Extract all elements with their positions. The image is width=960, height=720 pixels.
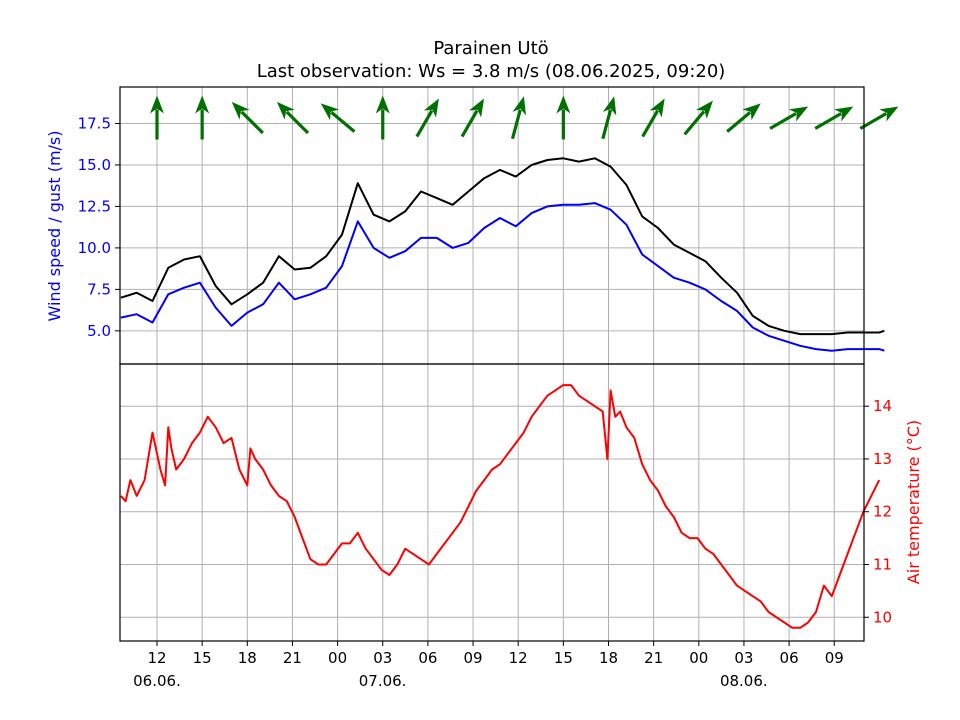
arrow-head (276, 101, 295, 120)
x-tick-label: 06 (780, 649, 799, 667)
chart-title: Parainen Utö (433, 38, 548, 59)
arrow-shaft (683, 110, 706, 136)
wind-y-tick-label: 10.0 (78, 239, 111, 257)
x-tick-label: 18 (599, 649, 618, 667)
wind-y-tick-label: 15.0 (78, 156, 111, 174)
x-tick-label: 18 (238, 649, 257, 667)
wind-y-tick-label: 7.5 (87, 280, 111, 298)
x-date-label: 07.06. (359, 672, 407, 690)
arrow-shaft (240, 110, 264, 135)
x-tick-label: 12 (509, 649, 528, 667)
wind-direction-arrow (415, 98, 439, 138)
wind-series-group (120, 157, 885, 352)
temperature-y-tick-label: 11 (873, 555, 892, 573)
x-tick-label: 00 (689, 649, 708, 667)
x-date-label: 06.06. (133, 672, 181, 690)
arrow-head (468, 98, 485, 118)
x-tick-label: 12 (147, 649, 166, 667)
arrow-head (742, 103, 761, 121)
wind-direction-arrow (510, 96, 526, 140)
arrow-shaft (200, 109, 204, 140)
wind-direction-arrow (601, 96, 617, 140)
arrow-shaft (381, 109, 385, 140)
temperature-series-group (120, 384, 881, 629)
x-tick-label: 09 (825, 649, 844, 667)
x-tick-label: 21 (644, 649, 663, 667)
wind-direction-arrow (683, 100, 713, 136)
x-tick-label: 09 (464, 649, 483, 667)
x-tick-label: 15 (554, 649, 573, 667)
wind-direction-arrow (726, 103, 761, 133)
arrow-head (789, 106, 809, 122)
arrow-shaft (601, 109, 613, 140)
arrow-head (320, 103, 340, 121)
temperature-grid (120, 364, 864, 641)
x-tick-label: 03 (373, 649, 392, 667)
wind-direction-arrow (556, 95, 571, 140)
arrow-shaft (769, 112, 797, 130)
arrow-head (649, 98, 665, 118)
x-tick-label: 03 (734, 649, 753, 667)
wind-direction-arrow (320, 103, 356, 133)
arrow-head (150, 95, 164, 114)
wind-direction-arrow (276, 101, 310, 135)
arrow-head (696, 100, 713, 119)
x-tick-label: 21 (283, 649, 302, 667)
wind-y-tick-label: 12.5 (78, 197, 111, 215)
wind-grid (120, 87, 864, 364)
arrow-head (879, 106, 899, 122)
wind-direction-arrows (150, 95, 899, 140)
x-date-label: 08.06. (720, 672, 768, 690)
temperature-ylabel: Air temperature (°C) (904, 420, 923, 584)
arrow-shaft (859, 112, 888, 130)
x-tick-label: 00 (328, 649, 347, 667)
wind-direction-arrow (231, 101, 264, 135)
arrow-shaft (285, 110, 310, 135)
wind-speed-line (120, 202, 885, 352)
temperature-y-tick-label: 13 (873, 450, 892, 468)
arrow-head (512, 96, 526, 116)
arrow-shaft (561, 109, 565, 140)
wind-direction-arrow (814, 106, 854, 130)
arrow-shaft (814, 112, 842, 130)
wind-gust-line (120, 157, 885, 336)
wind-ylabel: Wind speed / gust (m/s) (45, 131, 64, 322)
arrow-head (602, 96, 617, 116)
arrow-head (556, 95, 571, 114)
temperature-line (120, 384, 881, 629)
arrow-head (231, 101, 250, 120)
arrow-head (195, 95, 210, 114)
arrow-shaft (510, 109, 522, 140)
arrow-shaft (726, 111, 752, 133)
wind-direction-arrow (641, 98, 665, 138)
chart-subtitle: Last observation: Ws = 3.8 m/s (08.06.20… (257, 61, 726, 82)
arrow-shaft (460, 109, 479, 138)
wind-direction-arrow (769, 106, 809, 130)
arrow-head (834, 106, 854, 122)
arrow-shaft (330, 111, 356, 133)
wind-direction-arrow (195, 95, 210, 140)
wind-y-tick-label: 5.0 (87, 322, 111, 340)
temperature-y-tick-label: 14 (873, 397, 892, 415)
x-tick-label: 15 (193, 649, 212, 667)
arrow-head (375, 95, 390, 114)
arrow-shaft (155, 109, 159, 140)
arrow-shaft (415, 109, 434, 138)
x-tick-label: 06 (418, 649, 437, 667)
tick-group: 12 15 18 21 00 03 06 09 12 15 18 21 00 03 06 09 06.06. 07… (78, 114, 893, 690)
wind-direction-arrow (375, 95, 390, 140)
wind-y-tick-label: 17.5 (78, 114, 111, 132)
wind-direction-arrow (859, 106, 899, 130)
temperature-y-tick-label: 12 (873, 503, 892, 521)
wind-direction-arrow (150, 95, 164, 140)
arrow-shaft (641, 109, 660, 138)
temperature-axes-frame (119, 363, 865, 642)
temperature-y-tick-label: 10 (873, 608, 892, 626)
wind-direction-arrow (460, 98, 485, 138)
arrow-head (423, 98, 439, 118)
